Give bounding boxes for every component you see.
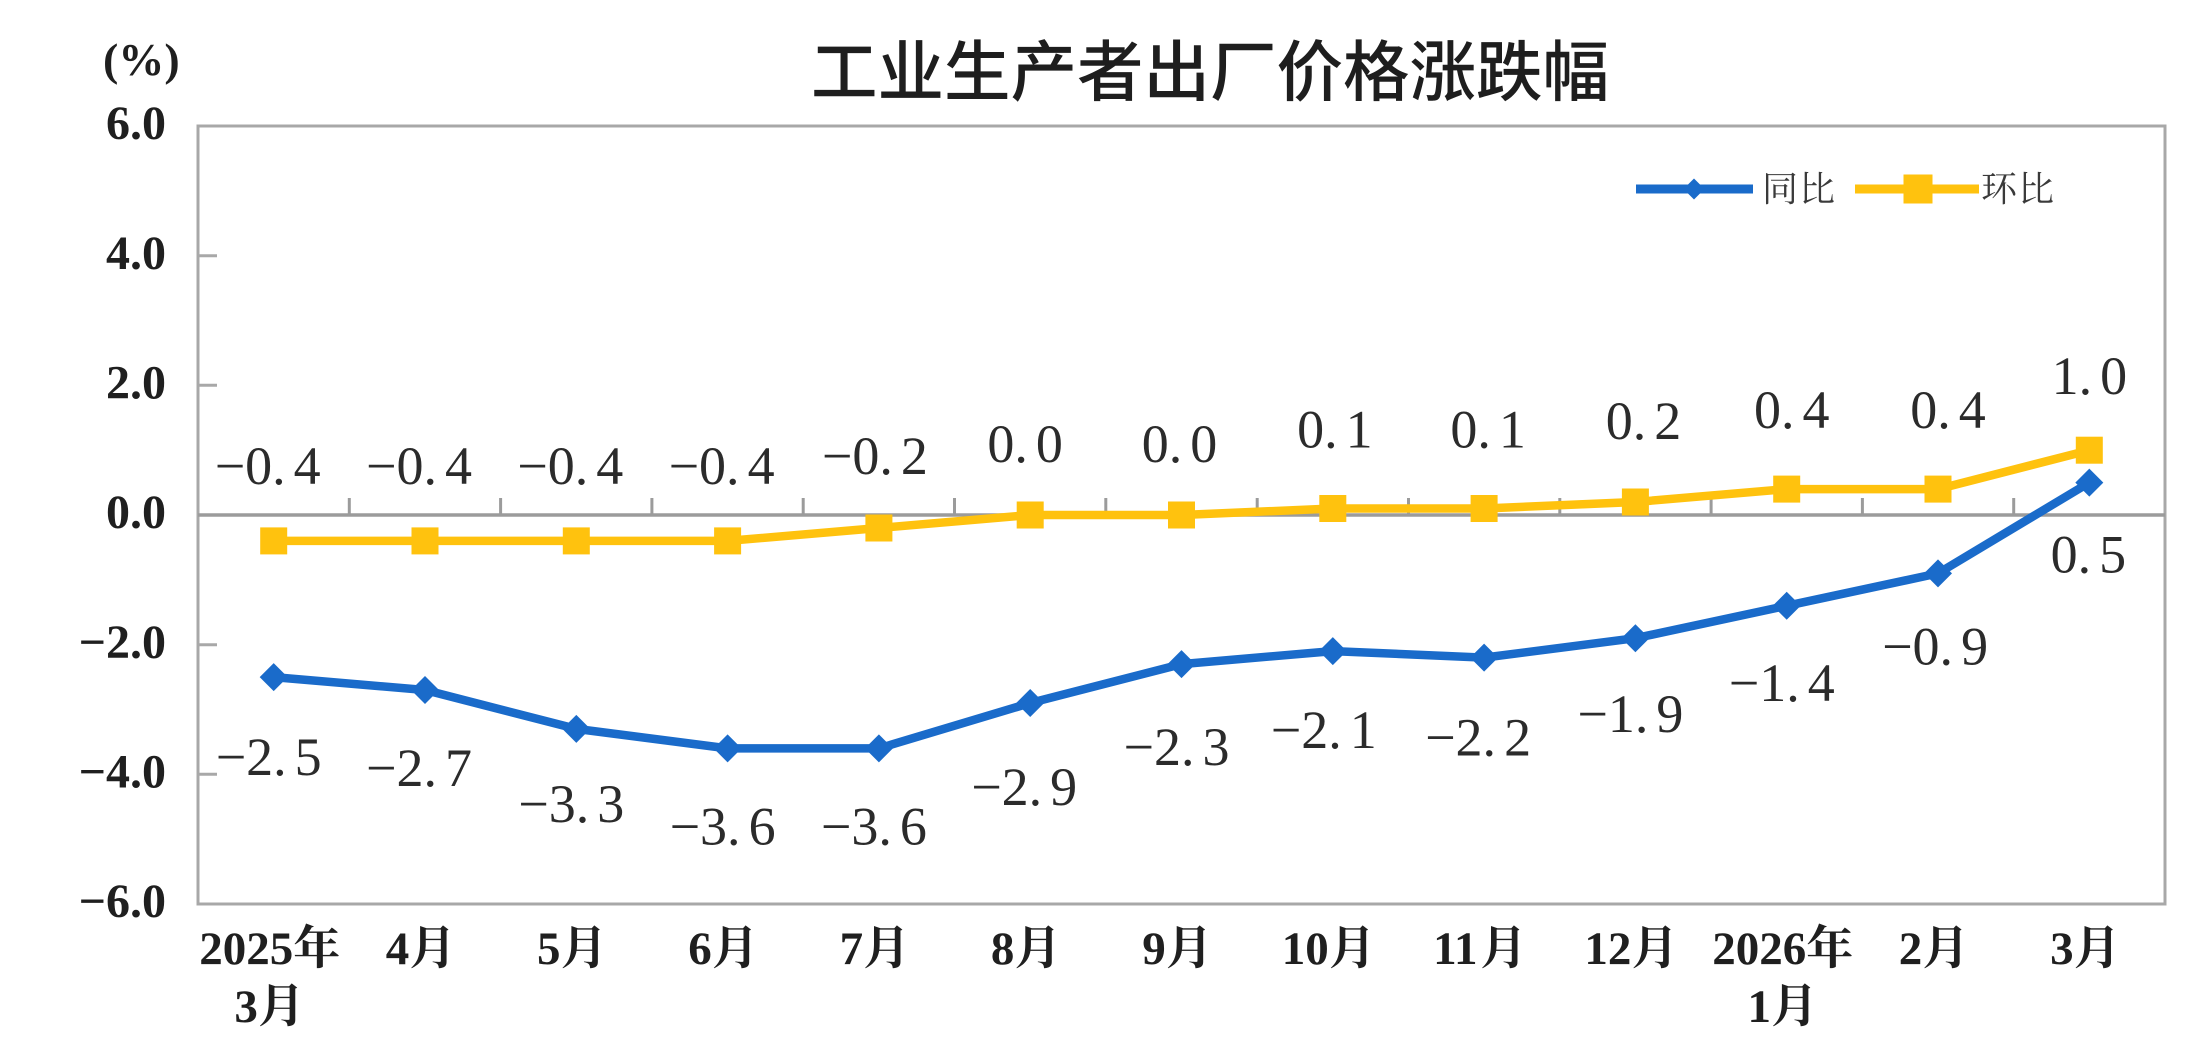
- svg-text:−0.4: −0. 4: [366, 436, 472, 496]
- svg-text:4: 4: [386, 923, 410, 975]
- svg-text:0.0: 0.0: [1142, 414, 1218, 474]
- svg-text:−2.7: −2. 7: [366, 738, 472, 798]
- svg-text:−1.9: −1. 9: [1577, 684, 1683, 744]
- svg-text:−6.0: −6.0: [79, 875, 166, 928]
- svg-text:1: 1: [1748, 981, 1772, 1033]
- svg-text:−2.9: −2. 9: [971, 757, 1077, 817]
- svg-text:3: 3: [2050, 923, 2074, 975]
- svg-text:11: 11: [1433, 923, 1477, 975]
- svg-text:−0.2: −0. 2: [822, 426, 928, 486]
- svg-text:−2.3: −2. 3: [1124, 717, 1230, 777]
- svg-text:0.4: 0. 4: [1910, 380, 1986, 440]
- svg-text:−2.2: −2. 2: [1425, 708, 1531, 768]
- svg-text:0.1: 0. 1: [1450, 400, 1526, 460]
- svg-text:0.0: 0.0: [106, 486, 166, 539]
- svg-text:−3.6: −3. 6: [670, 796, 776, 856]
- svg-text:−0.4: −0. 4: [669, 436, 775, 496]
- svg-text:2026: 2026: [1712, 923, 1806, 975]
- svg-text:9: 9: [1142, 923, 1166, 975]
- svg-text:1.0: 1. 0: [2052, 346, 2128, 406]
- svg-text:8: 8: [991, 923, 1015, 975]
- svg-text:−2.1: −2. 1: [1271, 700, 1377, 760]
- svg-text:6: 6: [688, 923, 712, 975]
- svg-text:0.5: 0. 5: [2051, 525, 2127, 585]
- svg-text:−0.9: −0. 9: [1882, 616, 1988, 676]
- svg-text:(%): (%): [103, 34, 180, 85]
- svg-text:−0.4: −0. 4: [517, 436, 623, 496]
- svg-text:0.0: 0.0: [987, 414, 1063, 474]
- svg-text:−2.5: −2. 5: [216, 727, 322, 787]
- svg-text:−3.6: −3. 6: [821, 796, 927, 856]
- svg-text:2: 2: [1899, 923, 1923, 975]
- svg-text:−4.0: −4.0: [79, 746, 166, 799]
- svg-text:0.2: 0. 2: [1606, 391, 1682, 451]
- svg-text:−0.4: −0. 4: [215, 436, 321, 496]
- svg-text:3: 3: [234, 981, 258, 1033]
- svg-text:10: 10: [1282, 923, 1329, 975]
- svg-text:2.0: 2.0: [106, 357, 166, 410]
- svg-text:0.1: 0. 1: [1297, 400, 1373, 460]
- svg-text:6.0: 6.0: [106, 97, 166, 150]
- svg-text:12: 12: [1584, 923, 1631, 975]
- svg-text:2025: 2025: [199, 923, 293, 975]
- svg-text:5: 5: [537, 923, 561, 975]
- svg-text:−3.3: −3. 3: [518, 774, 624, 834]
- svg-text:7: 7: [840, 923, 864, 975]
- svg-text:−1.4: −1. 4: [1729, 653, 1835, 713]
- svg-text:−2.0: −2.0: [79, 616, 166, 669]
- svg-text:0.4: 0. 4: [1754, 380, 1830, 440]
- svg-text:4.0: 4.0: [106, 227, 166, 280]
